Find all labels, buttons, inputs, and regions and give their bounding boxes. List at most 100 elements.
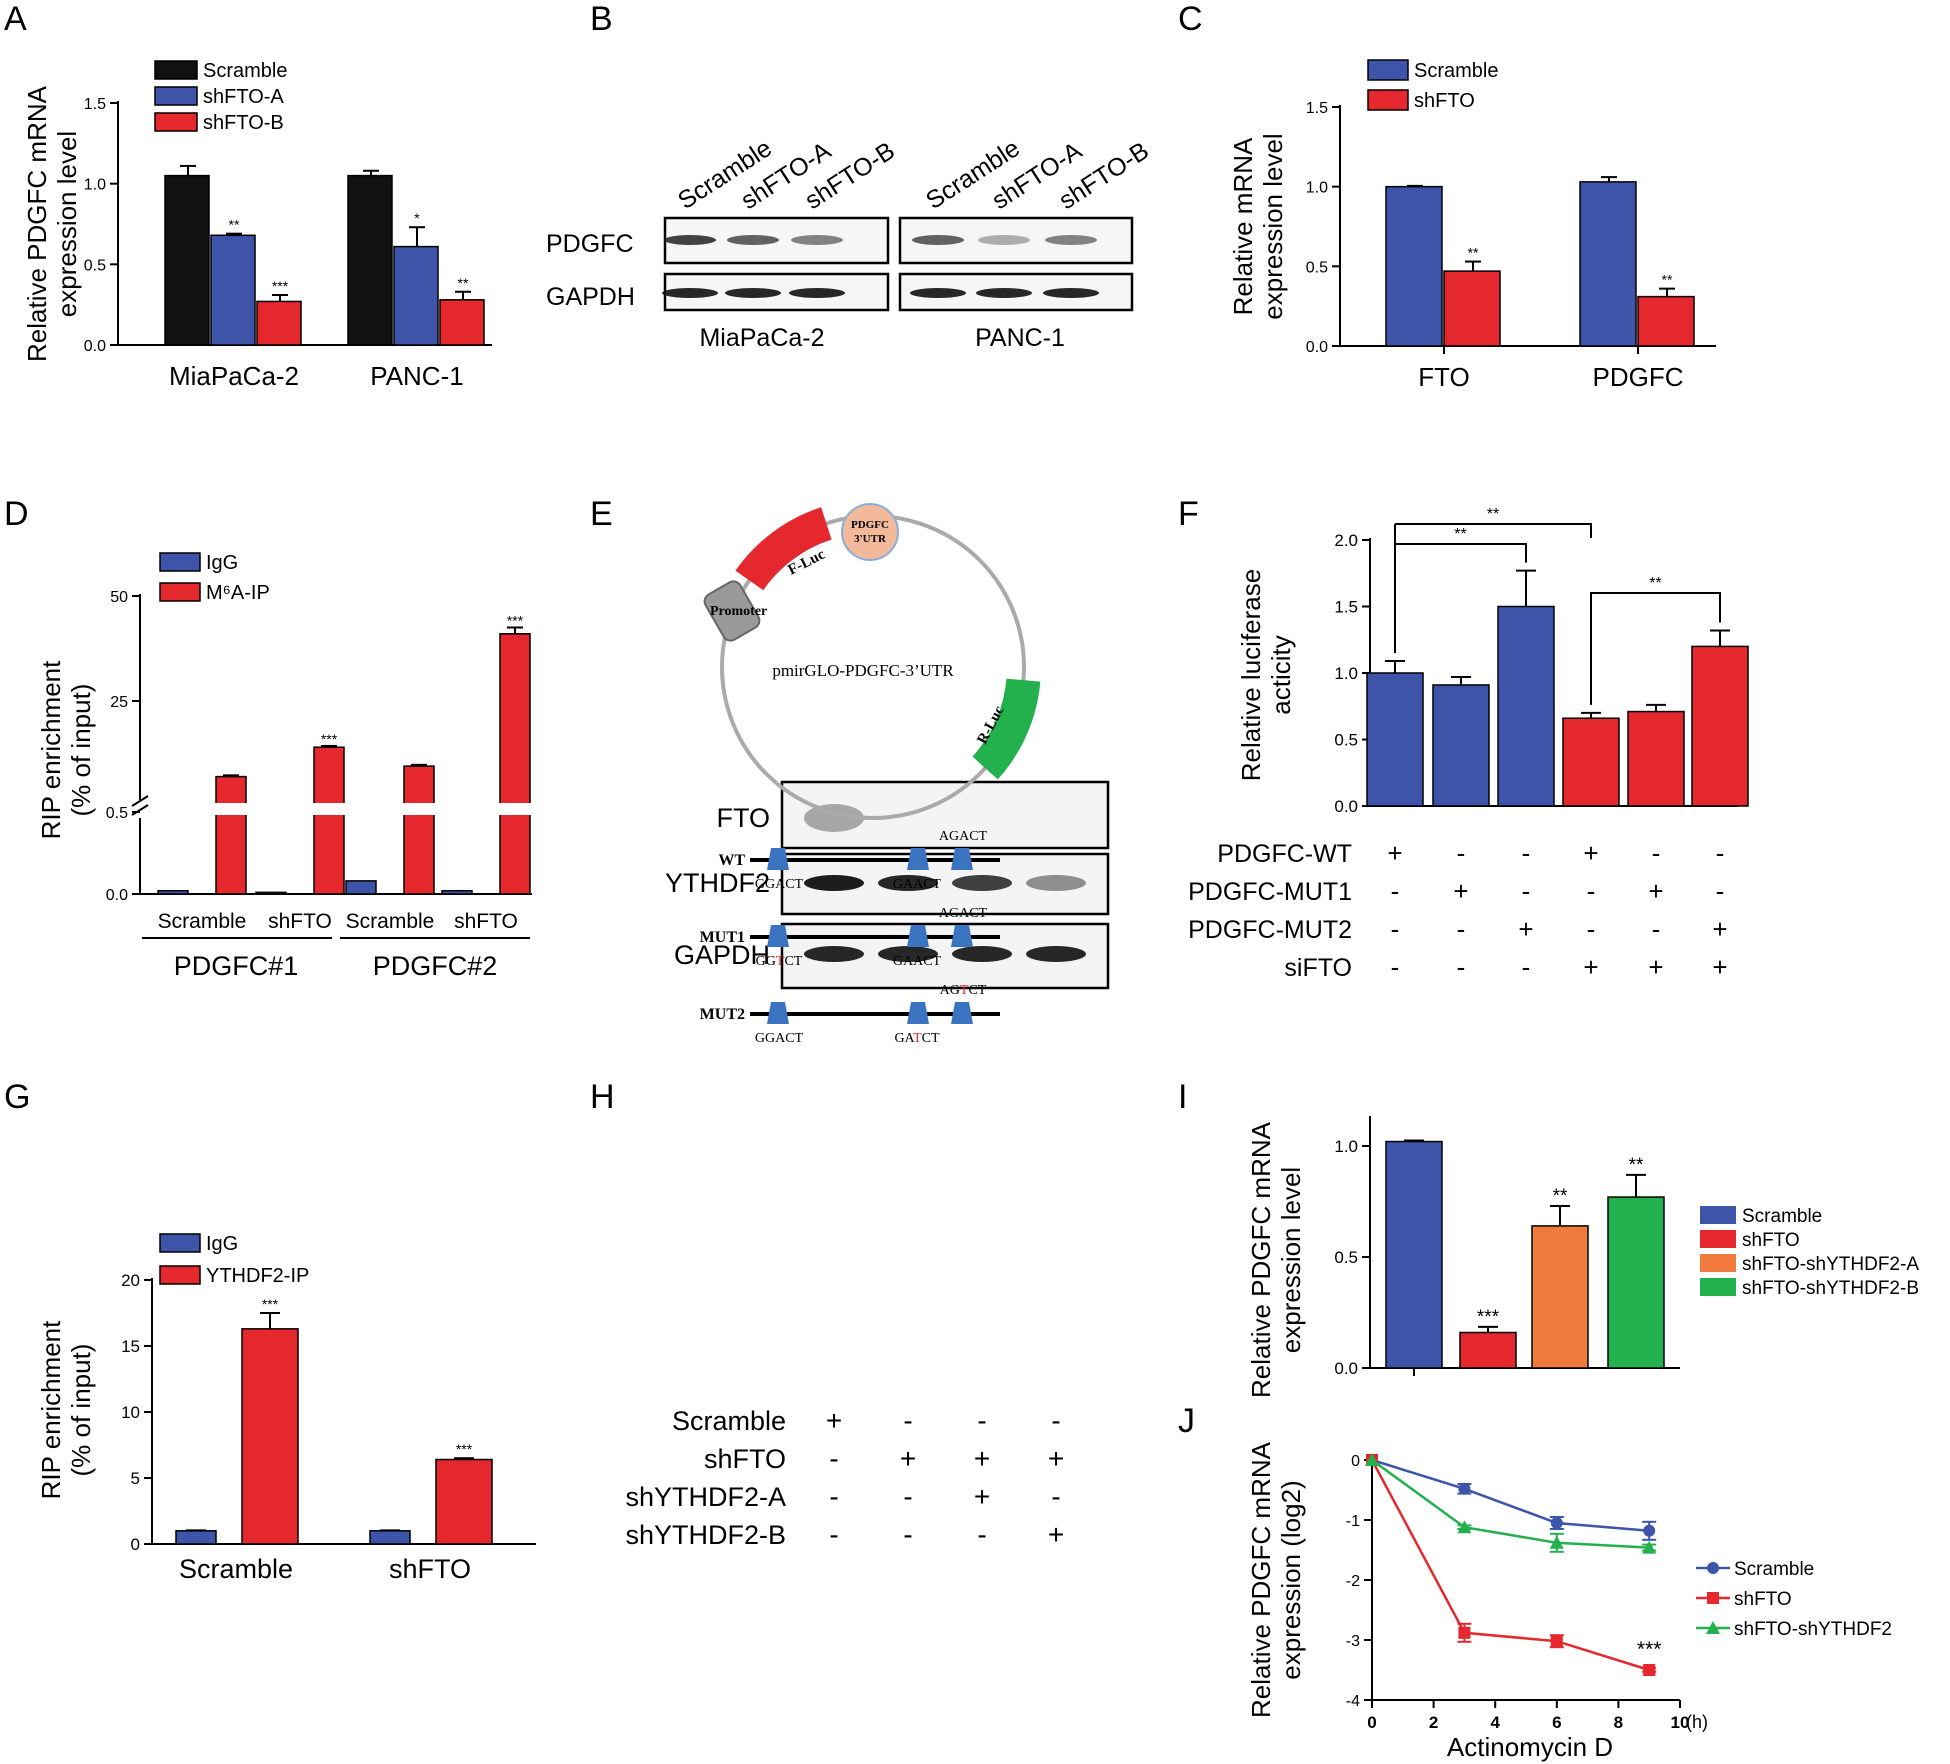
legend-swatch bbox=[1700, 1230, 1736, 1248]
row-mark: - bbox=[903, 1405, 912, 1436]
chart-i: 0.0 0.5 1.0 Relative PDGFC mRNA expression l… bbox=[1246, 1116, 1919, 1398]
sequence-part: GG bbox=[756, 954, 776, 969]
legend-label: IgG bbox=[206, 1233, 238, 1255]
significance-mark: *** bbox=[507, 613, 524, 629]
legend-label: IgG bbox=[206, 552, 238, 574]
blot-band bbox=[910, 288, 966, 298]
blot-band bbox=[1045, 235, 1097, 245]
site-sequence-top: AGACT bbox=[939, 829, 988, 844]
site-sequence-top: AGTCT bbox=[940, 983, 987, 998]
y-axis-label: Relative mRNA bbox=[1228, 137, 1258, 315]
x-category-label: Scramble bbox=[179, 1554, 293, 1584]
legend-label: Scramble bbox=[1734, 1559, 1814, 1580]
significance-mark: *** bbox=[272, 278, 289, 294]
y-tick-label: 1.0 bbox=[1334, 664, 1358, 683]
bar bbox=[1443, 270, 1501, 347]
series-line bbox=[1371, 1458, 1650, 1549]
panel-label-f: F bbox=[1178, 495, 1199, 533]
x-category-label: Scramble bbox=[346, 910, 435, 933]
bar bbox=[1385, 1140, 1443, 1369]
panel-label-b: B bbox=[590, 0, 613, 38]
bar bbox=[347, 174, 393, 346]
blot-band bbox=[725, 288, 781, 298]
y-tick-label: 0.5 bbox=[1334, 731, 1358, 750]
row-label: PDGFC-MUT2 bbox=[1188, 916, 1352, 944]
cell-line-label: MiaPaCa-2 bbox=[699, 324, 824, 352]
blot-band bbox=[1026, 875, 1086, 891]
blot-row-label: PDGFC bbox=[546, 230, 634, 258]
bar bbox=[164, 174, 210, 346]
y-tick-label: 1.5 bbox=[1334, 598, 1358, 617]
x-tick-label: 8 bbox=[1614, 1713, 1623, 1732]
significance-mark: *** bbox=[321, 731, 338, 747]
y-tick-label: 0.5 bbox=[106, 805, 128, 822]
data-point bbox=[1550, 1517, 1563, 1529]
blot-frame bbox=[780, 780, 1110, 850]
sequence-part: AG bbox=[940, 983, 960, 998]
site-sequence-bottom: GAACT bbox=[893, 954, 942, 969]
row-mark: - bbox=[1716, 838, 1725, 868]
panel-label-c: C bbox=[1178, 0, 1203, 38]
row-mark: + bbox=[826, 1405, 842, 1436]
blot-band bbox=[804, 875, 864, 891]
y-axis-label: (% of input) bbox=[66, 1344, 96, 1477]
sequence-part: GAACT bbox=[893, 954, 942, 969]
y-tick-label: 10 bbox=[121, 1403, 140, 1422]
y-tick-label: -1 bbox=[1346, 1513, 1360, 1530]
row-label: PDGFC-WT bbox=[1217, 840, 1352, 868]
row-mark: - bbox=[1652, 914, 1661, 944]
row-mark: - bbox=[829, 1443, 838, 1474]
data-point bbox=[1549, 1535, 1564, 1549]
blot-band bbox=[1043, 288, 1099, 298]
y-tick-label: 0.0 bbox=[106, 887, 128, 904]
blot-row-label: FTO bbox=[717, 803, 771, 833]
y-tick-label: 0 bbox=[1351, 1453, 1360, 1470]
legend-swatch bbox=[1367, 89, 1409, 111]
bar bbox=[393, 245, 439, 346]
x-category-label: shFTO bbox=[454, 910, 518, 933]
row-mark: - bbox=[1391, 876, 1400, 906]
legend-label: shFTO-A bbox=[203, 86, 284, 108]
sequence-part: CT bbox=[784, 954, 802, 969]
y-tick-label: 15 bbox=[121, 1337, 140, 1356]
significance-mark: ** bbox=[1629, 1155, 1644, 1176]
blot-row-label: YTHDF2 bbox=[665, 868, 770, 898]
bar bbox=[210, 234, 256, 346]
x-category-label: Scramble bbox=[158, 910, 247, 933]
y-tick-label: 0.0 bbox=[1334, 1359, 1358, 1378]
x-tick-label: 10 bbox=[1671, 1713, 1690, 1732]
blot-band bbox=[804, 946, 864, 962]
row-mark: + bbox=[900, 1443, 916, 1474]
row-label: PDGFC-MUT1 bbox=[1188, 878, 1352, 906]
legend-swatch bbox=[159, 552, 201, 572]
significance-mark: ** bbox=[1468, 245, 1479, 261]
significance-mark: ** bbox=[1553, 1186, 1568, 1207]
chart-c: 0.0 0.5 1.0 1.5 Relative mRNA expression leve… bbox=[1228, 59, 1716, 392]
x-category-label: MiaPaCa-2 bbox=[169, 361, 299, 391]
y-axis-label: RIP enrichment bbox=[36, 1320, 66, 1499]
row-mark: - bbox=[1652, 838, 1661, 868]
legend-swatch bbox=[1700, 1254, 1736, 1272]
row-mark: + bbox=[1453, 876, 1468, 906]
site-sequence-bottom: GGTCT bbox=[756, 954, 803, 969]
sequence-part: T bbox=[776, 954, 785, 969]
y-tick-label: 0.0 bbox=[1334, 797, 1358, 816]
bar bbox=[313, 746, 345, 895]
axis-break-gap bbox=[402, 803, 436, 815]
row-mark: - bbox=[1716, 876, 1725, 906]
site-sequence-bottom: GATCT bbox=[894, 1031, 940, 1046]
row-mark: - bbox=[1051, 1481, 1060, 1512]
y-axis-label: Relative PDGFC mRNA bbox=[1246, 1441, 1276, 1718]
bar bbox=[1562, 717, 1620, 807]
chart-a: 0.0 0.5 1.0 1.5 Relative PDGFC mRNA expressio… bbox=[22, 60, 492, 391]
m6a-site bbox=[907, 848, 929, 870]
data-point bbox=[1643, 1524, 1656, 1537]
blot-band bbox=[804, 804, 864, 832]
row-mark: + bbox=[1387, 838, 1402, 868]
bar bbox=[1459, 1331, 1517, 1369]
row-mark: + bbox=[1583, 838, 1598, 868]
significance-mark: *** bbox=[262, 1296, 279, 1312]
bar bbox=[157, 889, 189, 895]
panel-label-h: H bbox=[590, 1078, 615, 1116]
